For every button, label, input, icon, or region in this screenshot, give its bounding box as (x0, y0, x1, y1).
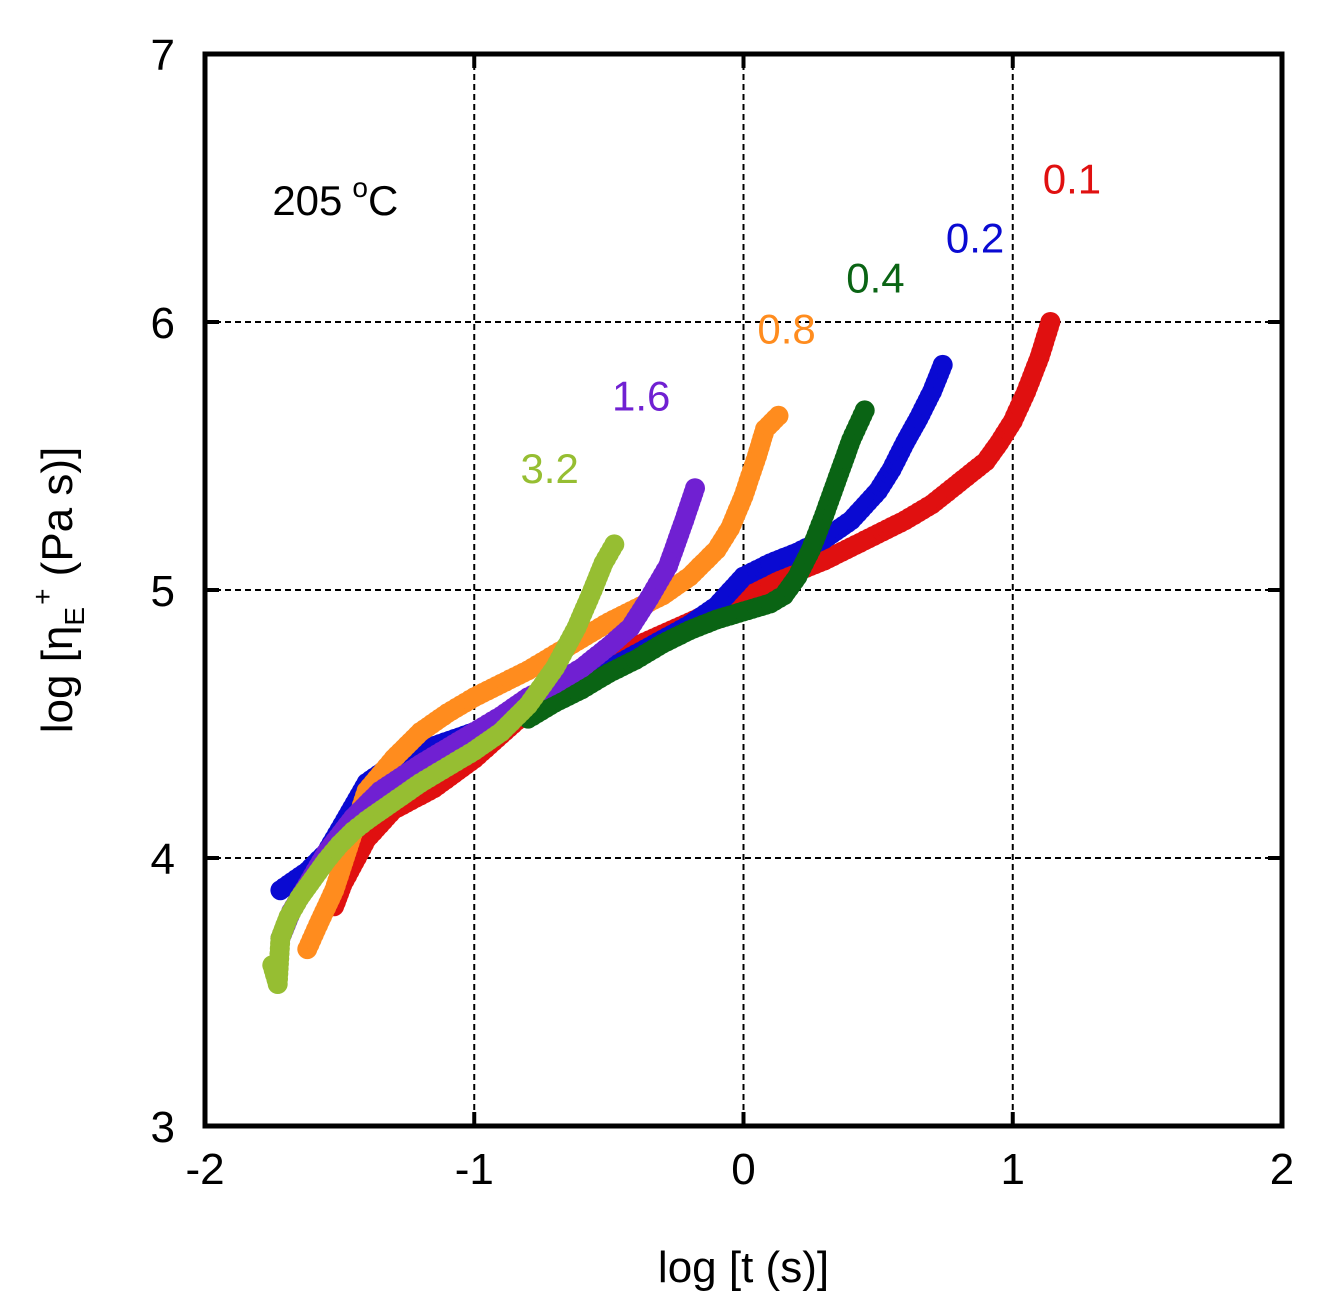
x-tick-label: 0 (731, 1145, 755, 1194)
y-axis-label-prefix: log [η (33, 626, 82, 734)
series-label-0.4: 0.4 (846, 255, 904, 302)
x-tick-label: 1 (1001, 1145, 1025, 1194)
x-tick-label: 2 (1270, 1145, 1294, 1194)
data-point (604, 534, 625, 555)
series-3.2 (262, 534, 625, 994)
data-point (685, 478, 705, 499)
temperature-unit: C (368, 177, 398, 224)
x-tick-label: -2 (185, 1145, 224, 1194)
y-tick-label: 4 (151, 835, 175, 884)
y-tick-label: 7 (151, 31, 175, 80)
temperature-value: 205 (272, 177, 342, 224)
data-point (932, 354, 953, 375)
data-point (854, 400, 875, 421)
x-axis-label: log [t (s)] (658, 1243, 829, 1292)
x-tick-label: -1 (455, 1145, 494, 1194)
data-point (1040, 312, 1061, 332)
series-labels: 0.1 0.2 0.4 0.8 1.6 3.2 (520, 155, 1101, 491)
series-label-1.6: 1.6 (612, 372, 670, 419)
y-tick-label: 3 (151, 1103, 175, 1152)
series-label-3.2: 3.2 (520, 445, 578, 492)
ticks (203, 52, 1284, 1128)
y-tick-label: 5 (151, 567, 175, 616)
data-point (768, 405, 789, 426)
series-0.4 (518, 400, 875, 729)
tick-labels: -2 -1 0 1 2 3 4 5 6 7 (151, 31, 1295, 1194)
temperature-degree: o (352, 172, 368, 203)
series-label-0.1: 0.1 (1043, 155, 1101, 202)
y-tick-label: 6 (151, 299, 175, 348)
series-label-0.2: 0.2 (946, 214, 1004, 261)
series-layer (262, 312, 1061, 994)
y-axis-label-sub: E (59, 607, 90, 626)
series-label-0.8: 0.8 (757, 305, 815, 352)
temperature-annotation: 205 oC (272, 172, 398, 224)
y-axis-label-suffix: (Pa s)] (33, 447, 82, 589)
y-axis-label-sup: + (27, 589, 58, 605)
y-axis-label: log [ηE+ (Pa s)] (27, 447, 90, 733)
